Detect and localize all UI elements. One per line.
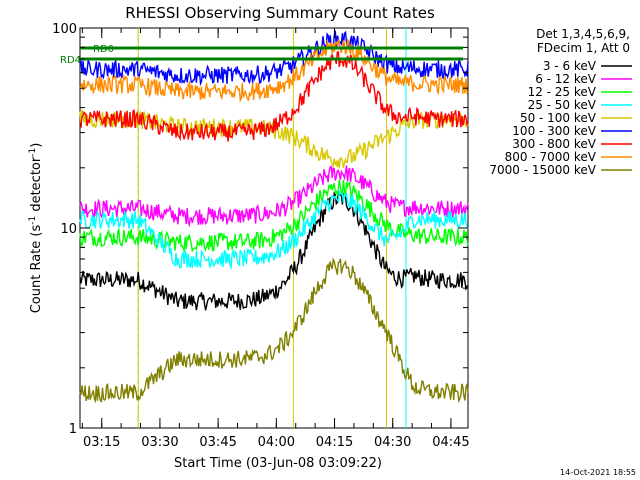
- x-tick-label-2: 03:45: [199, 435, 236, 450]
- legend-label-7: 800 - 7000 keV: [505, 150, 597, 164]
- x-tick-label-6: 04:45: [432, 435, 469, 450]
- chart-title: RHESSI Observing Summary Count Rates: [125, 4, 435, 22]
- legend-label-2: 12 - 25 keV: [528, 85, 597, 99]
- series-300-800-kev: [79, 50, 469, 142]
- annotation-label-rd4: RD4: [60, 55, 81, 66]
- legend-label-0: 3 - 6 keV: [543, 59, 597, 73]
- y-axis-label-part1: Count Rate (s: [29, 225, 44, 314]
- series-7000-15000-kev: [79, 257, 469, 404]
- series-6-12-kev: [79, 165, 469, 228]
- series-3-6-kev: [79, 190, 469, 311]
- x-axis-label: Start Time (03-Jun-08 03:09:22): [174, 456, 382, 471]
- x-tick-label-0: 03:15: [83, 435, 120, 450]
- x-tick-label-1: 03:30: [141, 435, 178, 450]
- plot-content: RD0 RD4: [60, 28, 469, 428]
- y-axis: 1 10 100: [52, 22, 468, 437]
- legend-label-5: 100 - 300 keV: [512, 124, 596, 138]
- y-tick-label-0: 1: [69, 422, 77, 437]
- y-tick-label-1: 10: [60, 222, 77, 237]
- y-tick-label-2: 100: [52, 22, 77, 37]
- y-axis-label-end: ): [29, 143, 44, 148]
- footer-timestamp: 14-Oct-2021 18:55: [560, 468, 636, 477]
- legend-label-6: 300 - 800 keV: [512, 137, 596, 151]
- x-tick-label-5: 04:30: [374, 435, 411, 450]
- x-tick-label-4: 04:15: [316, 435, 353, 450]
- y-axis-label-part2: detector: [29, 156, 44, 216]
- series-100-300-kev: [79, 30, 469, 87]
- y-axis-label-sup1: -1: [28, 216, 38, 225]
- x-tick-label-3: 04:00: [258, 435, 295, 450]
- series-800-7000-kev: [79, 37, 469, 103]
- legend-label-4: 50 - 100 keV: [520, 111, 597, 125]
- legend-label-3: 25 - 50 keV: [528, 98, 597, 112]
- y-axis-label-sup2: -1: [28, 148, 38, 157]
- x-axis: 03:15 03:30 03:45 04:00 04:15 04:30 04:45: [81, 28, 470, 450]
- legend-label-1: 6 - 12 keV: [535, 72, 597, 86]
- series-50-100-kev: [79, 108, 469, 169]
- legend-header-line2: FDecim 1, Att 0: [537, 41, 630, 55]
- annotation-label-rd0: RD0: [93, 44, 114, 55]
- legend: Det 1,3,4,5,6,9, FDecim 1, Att 0 3 - 6 k…: [489, 27, 632, 177]
- series-12-25-kev: [79, 179, 469, 254]
- legend-header-line1: Det 1,3,4,5,6,9,: [536, 27, 630, 41]
- y-axis-label: Count Rate (s-1 detector-1): [28, 143, 44, 314]
- series-25-50-kev: [79, 188, 469, 270]
- legend-label-8: 7000 - 15000 keV: [489, 163, 596, 177]
